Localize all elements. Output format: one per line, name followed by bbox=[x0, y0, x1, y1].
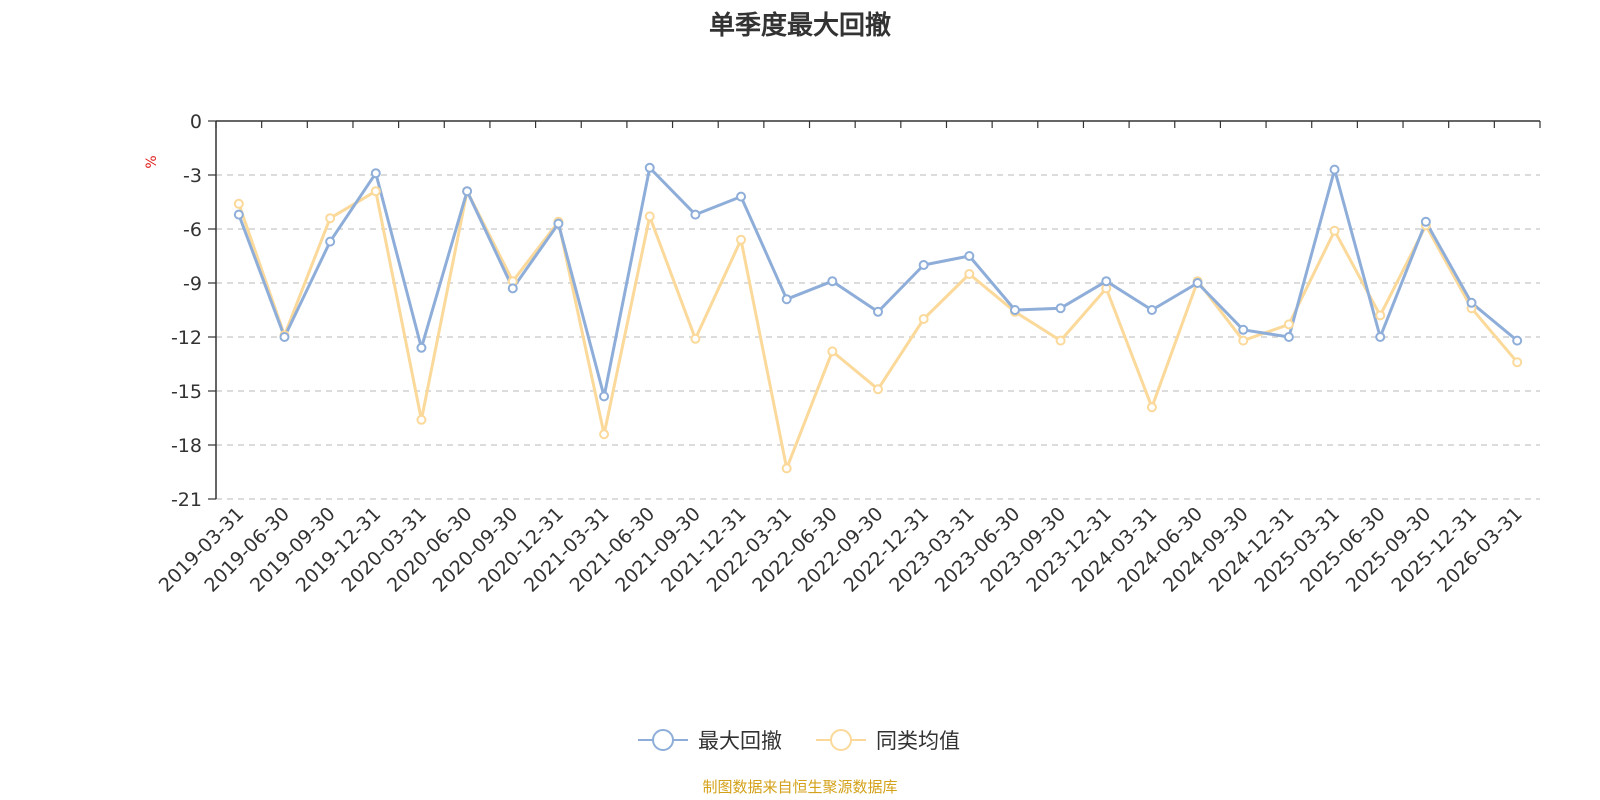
y-axis-unit: % bbox=[144, 155, 160, 168]
axes bbox=[208, 120, 1541, 500]
y-tick-label: -15 bbox=[171, 381, 202, 403]
data-point-series-1[interactable] bbox=[1283, 319, 1294, 330]
data-point-series-0[interactable] bbox=[873, 306, 883, 317]
legend-item-1[interactable]: 同类均值 bbox=[816, 729, 960, 753]
y-tick-label: -3 bbox=[183, 165, 202, 187]
data-point-series-1[interactable] bbox=[644, 211, 655, 222]
grid-lines bbox=[216, 174, 1540, 500]
data-point-series-0[interactable] bbox=[781, 294, 792, 305]
data-point-series-1[interactable] bbox=[918, 314, 929, 324]
data-point-series-0[interactable] bbox=[644, 162, 655, 173]
data-point-series-1[interactable] bbox=[964, 269, 975, 279]
data-point-series-0[interactable] bbox=[1192, 278, 1203, 288]
legend-label: 最大回撤 bbox=[698, 729, 782, 753]
data-point-series-1[interactable] bbox=[1329, 225, 1340, 236]
y-tick-labels: 0 -3 -6 -9 -12 -15 -18 -21 bbox=[171, 111, 202, 511]
y-tick-label: -12 bbox=[171, 327, 202, 349]
data-point-series-0[interactable] bbox=[462, 186, 473, 197]
data-point-series-0[interactable] bbox=[964, 251, 975, 261]
data-point-series-1[interactable] bbox=[781, 463, 792, 474]
legend[interactable]: 最大回撤 同类均值 bbox=[638, 729, 960, 753]
chart-title: 单季度最大回撤 bbox=[709, 10, 891, 41]
data-point-series-0[interactable] bbox=[1055, 303, 1066, 314]
source-note: 制图数据来自恒生聚源数据库 bbox=[702, 778, 897, 796]
y-tick-label: 0 bbox=[190, 111, 202, 133]
data-point-series-0[interactable] bbox=[736, 191, 747, 202]
data-point-series-0[interactable] bbox=[416, 342, 427, 353]
data-point-series-0[interactable] bbox=[279, 332, 290, 342]
data-point-series-1[interactable] bbox=[233, 198, 244, 209]
data-point-series-0[interactable] bbox=[827, 276, 838, 287]
data-point-series-0[interactable] bbox=[1283, 332, 1294, 342]
data-point-series-0[interactable] bbox=[690, 209, 701, 220]
y-tick-label: -9 bbox=[183, 273, 202, 295]
legend-item-0[interactable]: 最大回撤 bbox=[638, 729, 782, 753]
data-point-series-1[interactable] bbox=[1238, 335, 1249, 346]
legend-marker bbox=[652, 729, 674, 751]
data-point-series-0[interactable] bbox=[1146, 305, 1157, 315]
series-line-0 bbox=[237, 166, 1519, 398]
data-point-series-0[interactable] bbox=[1101, 276, 1112, 287]
data-point-series-0[interactable] bbox=[1375, 332, 1386, 342]
data-point-series-0[interactable] bbox=[325, 236, 336, 247]
data-point-series-1[interactable] bbox=[599, 429, 610, 440]
data-point-series-0[interactable] bbox=[233, 209, 244, 220]
data-point-series-1[interactable] bbox=[1512, 357, 1523, 368]
data-point-series-1[interactable] bbox=[370, 186, 381, 197]
series-line-1 bbox=[237, 189, 1519, 470]
legend-marker bbox=[830, 729, 852, 751]
data-point-series-0[interactable] bbox=[1009, 305, 1020, 315]
data-point-series-1[interactable] bbox=[1375, 310, 1386, 321]
data-point-series-1[interactable] bbox=[416, 414, 427, 425]
data-point-series-0[interactable] bbox=[1238, 324, 1249, 335]
data-point-series-0[interactable] bbox=[553, 218, 564, 229]
legend-label: 同类均值 bbox=[876, 729, 960, 753]
data-point-series-1[interactable] bbox=[325, 213, 336, 224]
data-point-series-0[interactable] bbox=[918, 260, 929, 270]
data-point-series-1[interactable] bbox=[736, 234, 747, 245]
data-point-series-0[interactable] bbox=[370, 168, 381, 179]
series-layer bbox=[233, 162, 1523, 474]
data-point-series-1[interactable] bbox=[873, 384, 883, 395]
data-point-series-1[interactable] bbox=[827, 346, 838, 357]
data-point-series-0[interactable] bbox=[1329, 164, 1340, 175]
data-point-series-0[interactable] bbox=[1512, 335, 1523, 346]
data-point-series-0[interactable] bbox=[507, 283, 518, 294]
data-point-series-1[interactable] bbox=[1055, 335, 1066, 346]
data-point-series-0[interactable] bbox=[1420, 216, 1431, 227]
data-point-series-1[interactable] bbox=[1146, 402, 1157, 413]
x-tick-labels: 2019-03-312019-06-302019-09-302019-12-31… bbox=[155, 503, 1527, 597]
data-point-series-1[interactable] bbox=[690, 333, 701, 344]
y-tick-label: -18 bbox=[171, 435, 202, 457]
data-point-series-0[interactable] bbox=[599, 391, 610, 402]
y-tick-label: -21 bbox=[171, 489, 202, 511]
data-point-series-0[interactable] bbox=[1466, 297, 1477, 308]
y-tick-label: -6 bbox=[183, 219, 202, 241]
